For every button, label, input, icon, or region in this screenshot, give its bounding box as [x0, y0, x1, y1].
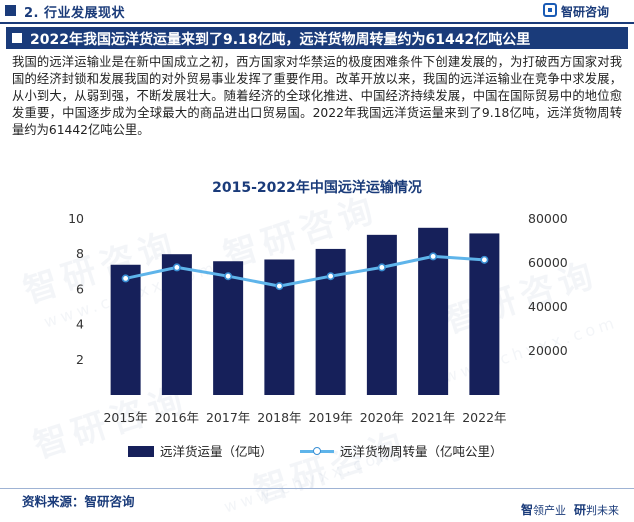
footer-slogan: 智领产业 研判未来 — [521, 501, 619, 518]
headline-marker-icon — [12, 33, 22, 43]
x-tick-label: 2017年 — [206, 410, 250, 425]
legend-line-swatch — [300, 446, 334, 457]
line-point-1 — [121, 274, 130, 283]
x-tick-label: 2018年 — [257, 410, 301, 425]
chart-title: 2015-2022年中国远洋运输情况 — [212, 180, 422, 196]
bar-4 — [264, 259, 295, 395]
legend-line-label: 远洋货物周转量（亿吨公里） — [340, 444, 503, 459]
headline-text: 2022年我国远洋货运量来到了9.18亿吨，远洋货物周转量约为61442亿吨公里 — [30, 32, 531, 48]
y-right-tick-label: 20000 — [528, 343, 568, 358]
y-right-tick-label: 40000 — [528, 299, 568, 314]
x-tick-label: 2015年 — [103, 410, 147, 425]
y-right-tick-label: 80000 — [528, 211, 568, 226]
section-header: 2. 行业发展现状 智研咨询 — [0, 0, 634, 24]
legend-item-bar: 远洋货运量（亿吨） — [128, 441, 273, 460]
y-left-tick-label: 2 — [76, 352, 84, 367]
section-divider — [0, 22, 634, 24]
y-left-tick-label: 4 — [76, 317, 84, 332]
y-left-tick-label: 8 — [76, 246, 84, 261]
line-point-7 — [429, 252, 438, 261]
intro-paragraph: 我国的远洋运输业是在新中国成立之初，西方国家对华禁运的极度困难条件下创建发展的，… — [12, 55, 622, 137]
bar-6 — [366, 234, 397, 395]
bar-5 — [315, 248, 346, 395]
footer-slogan-b: 判未来 — [586, 504, 620, 517]
section-title: 2. 行业发展现状 — [24, 6, 126, 21]
line-point-4 — [275, 282, 284, 291]
line-point-6 — [377, 263, 386, 272]
x-tick-label: 2021年 — [411, 410, 455, 425]
x-tick-label: 2022年 — [462, 410, 506, 425]
brand-name: 智研咨询 — [561, 5, 610, 19]
line-point-8 — [480, 255, 489, 264]
section-marker-icon — [5, 5, 16, 16]
legend-bar-swatch — [128, 446, 154, 457]
line-point-5 — [326, 272, 335, 281]
footer-divider — [0, 488, 634, 489]
footer-brand-b: 研 — [574, 503, 587, 517]
legend-item-line: 远洋货物周转量（亿吨公里） — [300, 441, 503, 460]
source-note: 资料来源：智研咨询 — [22, 494, 135, 509]
headline-banner: 2022年我国远洋货运量来到了9.18亿吨，远洋货物周转量约为61442亿吨公里 — [6, 27, 628, 49]
bar-3 — [213, 261, 244, 395]
x-tick-label: 2016年 — [155, 410, 199, 425]
brand-logo-icon — [543, 3, 557, 17]
footer-slogan-a: 领产业 — [533, 504, 567, 517]
line-series — [125, 254, 485, 288]
y-left-tick-label: 10 — [68, 211, 84, 226]
y-left-tick-label: 6 — [76, 281, 84, 296]
line-point-3 — [224, 272, 233, 281]
footer-brand-a: 智 — [521, 503, 534, 517]
line-point-2 — [172, 263, 181, 272]
x-tick-label: 2020年 — [360, 410, 404, 425]
y-right-tick-label: 60000 — [528, 255, 568, 270]
bar-1 — [110, 264, 141, 395]
x-tick-label: 2019年 — [308, 410, 352, 425]
bar-2 — [161, 254, 192, 395]
legend-bar-label: 远洋货运量（亿吨） — [160, 444, 273, 459]
